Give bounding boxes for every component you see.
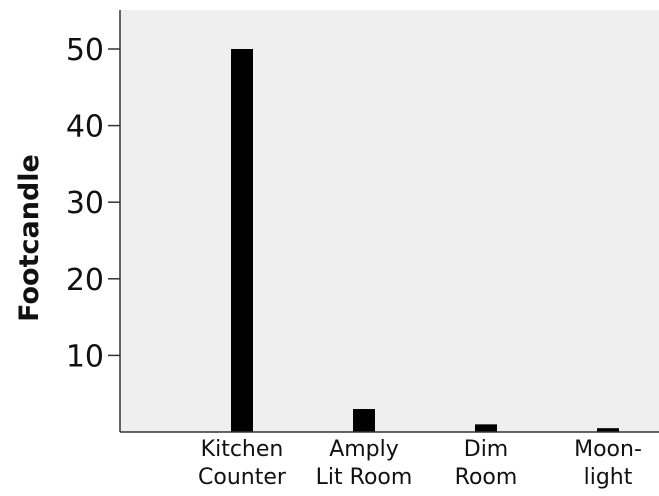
x-category-label: Kitchen	[201, 437, 284, 462]
x-category-label: Amply	[329, 437, 399, 462]
x-category-label: Lit Room	[316, 465, 413, 490]
bar	[231, 49, 253, 432]
x-category-label: Room	[455, 465, 518, 490]
y-tick-label: 10	[66, 339, 104, 374]
bar	[353, 409, 375, 432]
y-ticks: 10 20 30 40 50	[66, 33, 120, 374]
x-category-label: Counter	[198, 465, 287, 490]
y-tick-label: 30	[66, 186, 104, 221]
y-tick-label: 50	[66, 33, 104, 68]
x-category-labels: Kitchen Counter Amply Lit Room Dim Room Moon-l…	[198, 437, 642, 490]
bar	[475, 424, 497, 432]
y-axis-label: Footcandle	[14, 154, 45, 322]
x-category-label: Moon-	[574, 437, 642, 462]
x-category-label: light	[584, 465, 633, 490]
y-tick-label: 40	[66, 110, 104, 145]
bars	[231, 49, 619, 432]
bar	[597, 428, 619, 432]
plot-area-background	[120, 10, 659, 432]
y-tick-label: 20	[66, 263, 104, 298]
x-category-label: Dim	[464, 437, 508, 462]
